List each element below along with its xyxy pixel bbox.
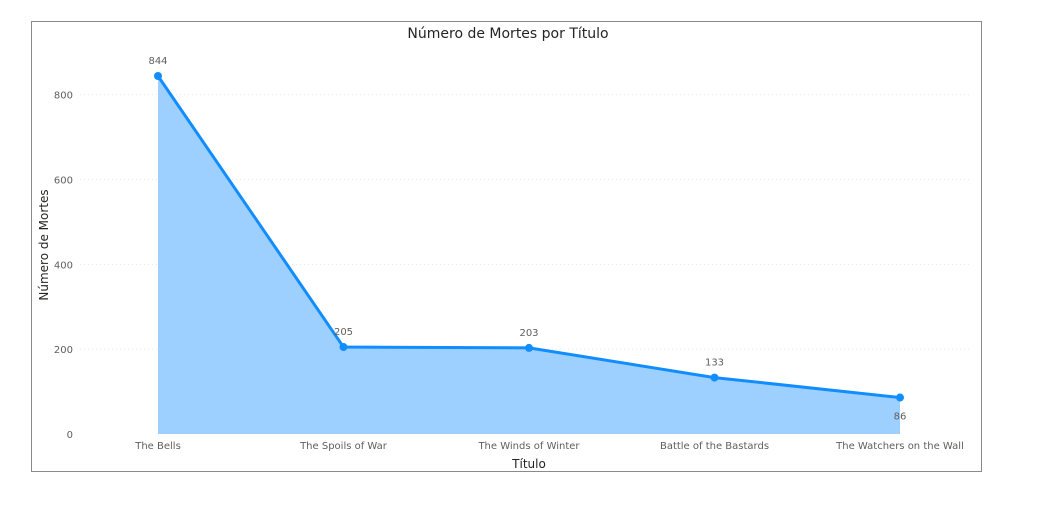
y-tick-label: 200 <box>54 345 73 356</box>
x-axis-ticks: The Bells The Spoils of War The Winds of W… <box>134 441 964 452</box>
chart-title: Número de Mortes por Título <box>407 26 608 42</box>
y-tick-label: 0 <box>67 430 73 441</box>
y-tick-label: 600 <box>54 175 73 186</box>
x-tick-label: The Spoils of War <box>299 441 388 452</box>
x-tick-label: Battle of the Bastards <box>660 441 769 452</box>
y-tick-label: 800 <box>54 91 73 102</box>
x-tick-label: The Watchers on the Wall <box>835 441 964 452</box>
data-label: 844 <box>148 56 167 67</box>
data-label: 86 <box>894 412 907 423</box>
data-point <box>339 343 348 352</box>
area-series <box>154 72 904 434</box>
data-point <box>896 393 904 402</box>
data-labels: 844 205 203 133 86 <box>148 56 906 423</box>
data-label: 133 <box>705 358 724 369</box>
data-label: 203 <box>519 328 538 339</box>
x-tick-label: The Bells <box>134 441 181 452</box>
data-point <box>710 373 719 382</box>
y-axis-title: Número de Mortes <box>37 189 51 300</box>
area-fill <box>158 76 900 434</box>
x-axis-title: Título <box>511 457 546 471</box>
data-point <box>154 72 162 80</box>
chart-frame: Número de Mortes por Título Título Númer… <box>31 21 982 472</box>
y-tick-label: 400 <box>54 260 73 271</box>
x-tick-label: The Winds of Winter <box>477 441 580 452</box>
data-label: 205 <box>334 327 353 338</box>
y-axis-ticks: 0 200 400 600 800 <box>54 91 73 441</box>
data-point <box>525 343 533 352</box>
